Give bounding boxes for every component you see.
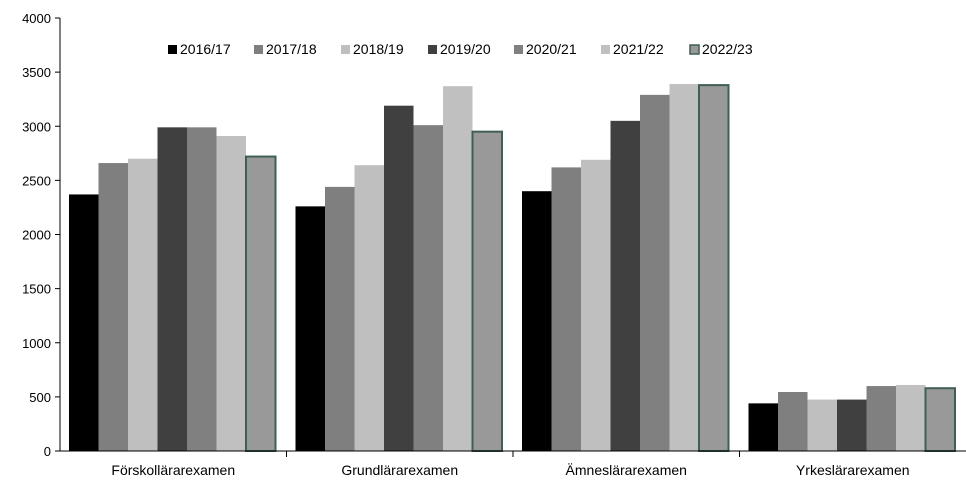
bar-2022-23-3 <box>924 387 956 452</box>
bar-2019-20-0 <box>157 127 187 452</box>
bars-layer <box>69 84 956 453</box>
legend-label-2017-18: 2017/18 <box>266 41 317 57</box>
bar-2018-19-2 <box>581 159 611 451</box>
x-category-label: Yrkeslärarexamen <box>796 462 910 478</box>
bar-2022-23-2 <box>698 84 730 453</box>
y-tick-label: 1000 <box>22 336 51 351</box>
legend-swatch-2019-20 <box>428 45 437 54</box>
y-tick-label: 4000 <box>22 11 51 26</box>
y-tick-label: 1500 <box>22 282 51 297</box>
bar-2019-20-1 <box>384 105 414 452</box>
bar-2016-17-3 <box>748 403 778 451</box>
bar-2018-19-3 <box>807 399 837 451</box>
legend-swatch-2016-17 <box>168 45 177 54</box>
bar-2018-19-1 <box>354 165 384 451</box>
bar-2020-21-3 <box>866 386 896 451</box>
y-tick-label: 3000 <box>22 119 51 134</box>
y-tick-label: 2500 <box>22 173 51 188</box>
legend-swatch-2020-21 <box>514 45 523 54</box>
legend-label-2018-19: 2018/19 <box>353 41 404 57</box>
bar-2017-18-0 <box>98 163 128 451</box>
bar-2020-21-2 <box>640 94 670 452</box>
legend-label-2016-17: 2016/17 <box>180 41 231 57</box>
bar-2021-22-0 <box>216 135 246 451</box>
bar-2017-18-2 <box>551 167 581 451</box>
bar-2017-18-3 <box>778 392 808 451</box>
legend-swatch-2017-18 <box>254 45 263 54</box>
y-tick-label: 0 <box>44 444 51 459</box>
bar-2021-22-3 <box>896 384 926 451</box>
x-category-label: Förskollärarexamen <box>111 462 235 478</box>
y-tick-label: 500 <box>29 390 51 405</box>
x-category-label: Ämneslärarexamen <box>566 462 687 478</box>
legend-swatch-2022-23 <box>689 44 700 55</box>
bar-2019-20-2 <box>610 120 640 452</box>
legend-swatch-2021-22 <box>601 45 610 54</box>
bar-2016-17-1 <box>295 206 325 451</box>
bar-2017-18-1 <box>325 186 355 451</box>
bar-2021-22-2 <box>669 84 699 451</box>
bar-2016-17-2 <box>522 191 552 451</box>
legend-label-2022-23: 2022/23 <box>702 41 753 57</box>
legend-label-2019-20: 2019/20 <box>440 41 491 57</box>
bar-2021-22-1 <box>443 86 473 451</box>
legend-label-2020-21: 2020/21 <box>526 41 577 57</box>
bar-2022-23-1 <box>471 130 503 452</box>
bar-2016-17-0 <box>69 194 99 451</box>
axes-layer: 0 500 1000 1500 2000 2500 3000 3500 4000 Förskoll… <box>22 11 966 478</box>
bar-2022-23-0 <box>245 155 277 452</box>
legend-label-2021-22: 2021/22 <box>613 41 664 57</box>
legend: 2016/17 2017/18 2018/19 2019/20 2020/21 2021/… <box>168 41 753 57</box>
legend-swatch-2018-19 <box>341 45 350 54</box>
x-category-label: Grundlärarexamen <box>341 462 458 478</box>
bar-2020-21-0 <box>187 127 217 452</box>
bar-2019-20-3 <box>837 399 867 451</box>
y-tick-label: 3500 <box>22 65 51 80</box>
bar-2020-21-1 <box>413 125 443 451</box>
bar-2018-19-0 <box>128 158 158 451</box>
y-tick-label: 2000 <box>22 228 51 243</box>
